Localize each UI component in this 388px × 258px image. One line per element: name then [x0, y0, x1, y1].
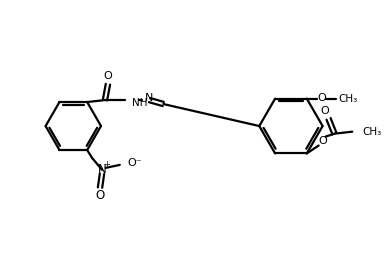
- Text: O: O: [104, 71, 112, 81]
- Text: O: O: [95, 189, 105, 202]
- Text: O: O: [317, 93, 326, 103]
- Text: CH₃: CH₃: [362, 127, 381, 137]
- Text: O⁻: O⁻: [128, 158, 142, 168]
- Text: +: +: [104, 160, 110, 169]
- Text: N: N: [145, 93, 153, 103]
- Text: N: N: [98, 163, 106, 176]
- Text: O: O: [320, 106, 329, 116]
- Text: NH: NH: [132, 98, 147, 108]
- Text: CH₃: CH₃: [339, 94, 358, 104]
- Text: O: O: [318, 136, 327, 146]
